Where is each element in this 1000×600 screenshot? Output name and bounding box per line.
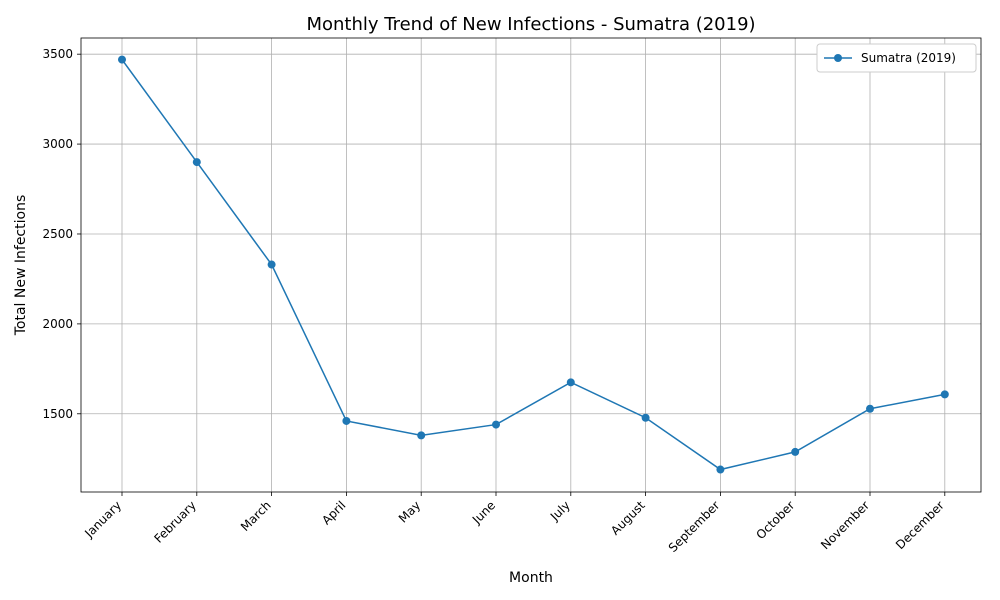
- y-tick-label: 3000: [42, 137, 73, 151]
- data-point: [267, 260, 276, 269]
- data-point: [342, 416, 351, 425]
- plot-frame: [80, 37, 982, 493]
- y-tick-label: 3500: [42, 47, 73, 61]
- y-tick-label: 1500: [42, 407, 73, 421]
- data-point: [791, 447, 800, 456]
- data-point: [716, 465, 725, 474]
- data-point: [118, 55, 126, 64]
- x-axis-label: Month: [509, 570, 553, 586]
- y-tick-label: 2500: [42, 227, 73, 241]
- legend-label: Sumatra (2019): [861, 51, 956, 65]
- data-point: [566, 378, 575, 387]
- data-point: [641, 413, 650, 422]
- chart-title: Monthly Trend of New Infections - Sumatr…: [306, 14, 755, 35]
- data-point: [192, 158, 201, 167]
- y-axis-ticks: 1500 2000 2500 3000 3500: [42, 47, 81, 421]
- data-point: [940, 390, 949, 399]
- series-line: [121, 59, 945, 471]
- data-point: [866, 404, 874, 413]
- legend-box: [816, 43, 977, 73]
- y-tick-label: 2000: [42, 317, 73, 331]
- legend-marker-swatch: [834, 54, 842, 62]
- data-point: [492, 420, 500, 429]
- grid-lines: [81, 38, 981, 492]
- series-group: [118, 55, 949, 474]
- y-axis-label: Total New Infections: [13, 195, 29, 337]
- legend: Sumatra (2019): [816, 43, 977, 73]
- data-point: [417, 431, 426, 440]
